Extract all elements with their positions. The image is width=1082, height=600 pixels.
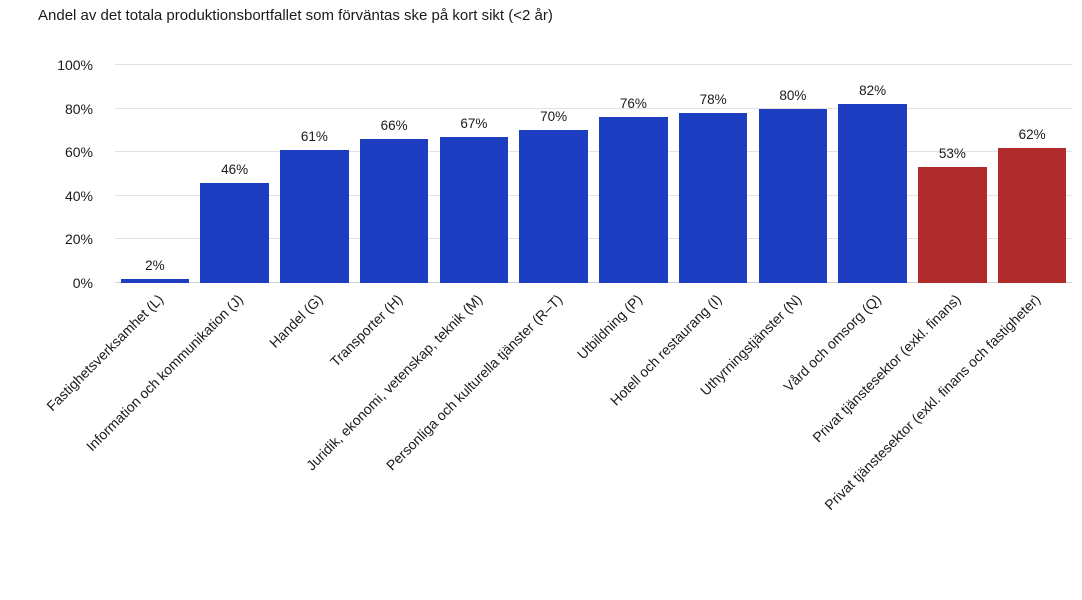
x-tick-label: Privat tjänstesektor (exkl. finans) (809, 291, 964, 446)
bar-value-label: 62% (1018, 126, 1046, 142)
x-tick-label: Transporter (H) (326, 291, 406, 370)
bar-value-label: 82% (859, 83, 887, 99)
bar (200, 182, 269, 283)
y-tick-label: 0% (72, 275, 93, 291)
bar-value-label: 53% (938, 146, 966, 162)
bar (678, 112, 748, 283)
bar-value-label: 78% (699, 91, 727, 107)
gridline (115, 151, 1072, 153)
bar (120, 278, 190, 283)
bar (918, 167, 987, 283)
bar (838, 104, 907, 283)
bar-value-label: 66% (380, 118, 408, 134)
bar-value-label: 76% (619, 96, 647, 112)
bar-value-label: 70% (540, 109, 568, 125)
bar (758, 108, 828, 283)
x-tick-label: Personliga och kulturella tjänster (R–T) (382, 291, 565, 474)
y-tick-label: 80% (64, 100, 93, 117)
bar-slot: 2% (115, 65, 195, 283)
x-tick-label: Information och kommunikation (J) (82, 291, 246, 455)
plot-area: 2% 46% 61% 66% 67% 70% 76% 78% 80% 82% 53% 62% (115, 64, 1072, 283)
bar-slot: 80% (753, 65, 833, 283)
bar-slot: 67% (434, 65, 514, 283)
gridline (115, 64, 1072, 65)
bar (439, 136, 509, 283)
gridline (115, 238, 1072, 240)
y-tick-label: 100% (57, 57, 93, 73)
y-axis: 0% 20% 40% 60% 80% 100% (0, 57, 104, 291)
x-tick-label: Utbildning (P) (573, 291, 645, 363)
bar-slot: 78% (673, 65, 753, 283)
bar-slot: 53% (913, 65, 993, 283)
bar-value-label: 80% (779, 87, 807, 103)
bar-value-label: 67% (460, 115, 488, 131)
gridline (115, 194, 1072, 196)
bar-value-label: 46% (221, 161, 249, 177)
bar-slot: 70% (514, 65, 594, 283)
gridline (115, 282, 1072, 283)
bar-slot: 76% (594, 65, 674, 283)
x-tick-label: Juridik, ekonomi, vetenskap, teknik (M) (302, 291, 486, 474)
bar (599, 117, 668, 283)
y-tick-label: 40% (64, 187, 93, 204)
chart-title: Andel av det totala produktionsbortfalle… (38, 7, 553, 24)
bar-slot: 66% (354, 65, 434, 283)
bars-container: 2% 46% 61% 66% 67% 70% 76% 78% 80% 82% 53% 62% (115, 65, 1072, 283)
bar (519, 130, 588, 283)
bar-slot: 82% (833, 65, 913, 283)
bar-value-label: 61% (300, 129, 328, 145)
bar (359, 139, 429, 283)
bar-slot: 62% (992, 65, 1072, 283)
gridline (115, 107, 1072, 109)
bar-slot: 46% (195, 65, 275, 283)
bar (280, 150, 349, 283)
y-tick-label: 20% (64, 231, 93, 248)
bar (997, 147, 1067, 283)
bar-value-label: 2% (145, 257, 165, 273)
bar-slot: 61% (275, 65, 355, 283)
x-tick-label: Handel (G) (265, 291, 326, 351)
y-tick-label: 60% (64, 144, 93, 161)
